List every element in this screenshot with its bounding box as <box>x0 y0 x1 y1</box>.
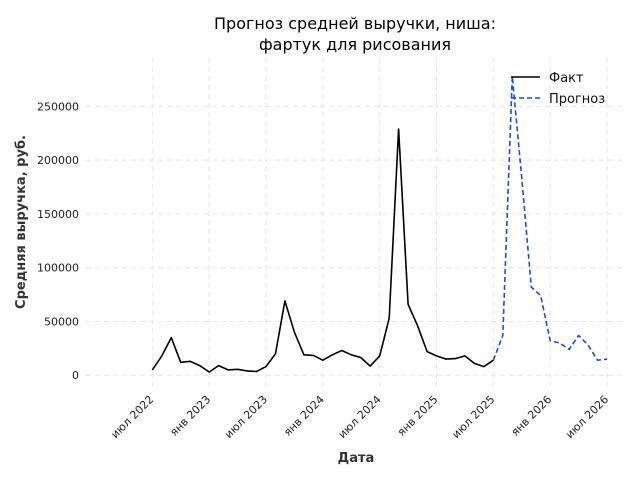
x-tick-label: июл 2022 <box>108 393 156 441</box>
legend-label-fact: Факт <box>549 71 584 86</box>
x-tick-label: янв 2025 <box>395 393 441 439</box>
y-axis-label: Средняя выручка, руб. <box>14 135 29 309</box>
legend: Факт Прогноз <box>511 71 605 107</box>
x-tick-label: июл 2025 <box>449 393 497 441</box>
x-tick-label: янв 2024 <box>281 393 327 439</box>
series-line-fact <box>151 128 494 373</box>
series-line-forecast <box>492 75 608 362</box>
x-tick-label: июл 2026 <box>563 393 611 441</box>
chart-title-line-2: фартук для рисования <box>259 35 451 54</box>
y-tick-label: 150000 <box>37 208 79 221</box>
x-tick-label: янв 2026 <box>509 393 555 439</box>
y-tick-label: 250000 <box>37 100 79 113</box>
x-axis-label: Дата <box>338 451 375 466</box>
legend-label-forecast: Прогноз <box>549 92 605 107</box>
y-tick-label: 50000 <box>44 315 79 328</box>
x-tick-label: июл 2024 <box>336 393 384 441</box>
y-tick-labels: 0 50000 100000 150000 200000 250000 <box>37 100 79 382</box>
series-layer <box>151 75 608 373</box>
x-tick-labels: июл 2022 янв 2023 июл 2023 янв 2024 июл 2024… <box>108 393 611 441</box>
x-tick-label: янв 2023 <box>167 393 213 439</box>
y-tick-label: 100000 <box>37 262 79 275</box>
y-tick-label: 200000 <box>37 154 79 167</box>
y-tick-label: 0 <box>72 369 79 382</box>
grid-layer <box>86 58 626 386</box>
x-tick-label: июл 2023 <box>222 393 270 441</box>
chart-title-line-1: Прогноз средней выручки, ниша: <box>214 14 496 33</box>
